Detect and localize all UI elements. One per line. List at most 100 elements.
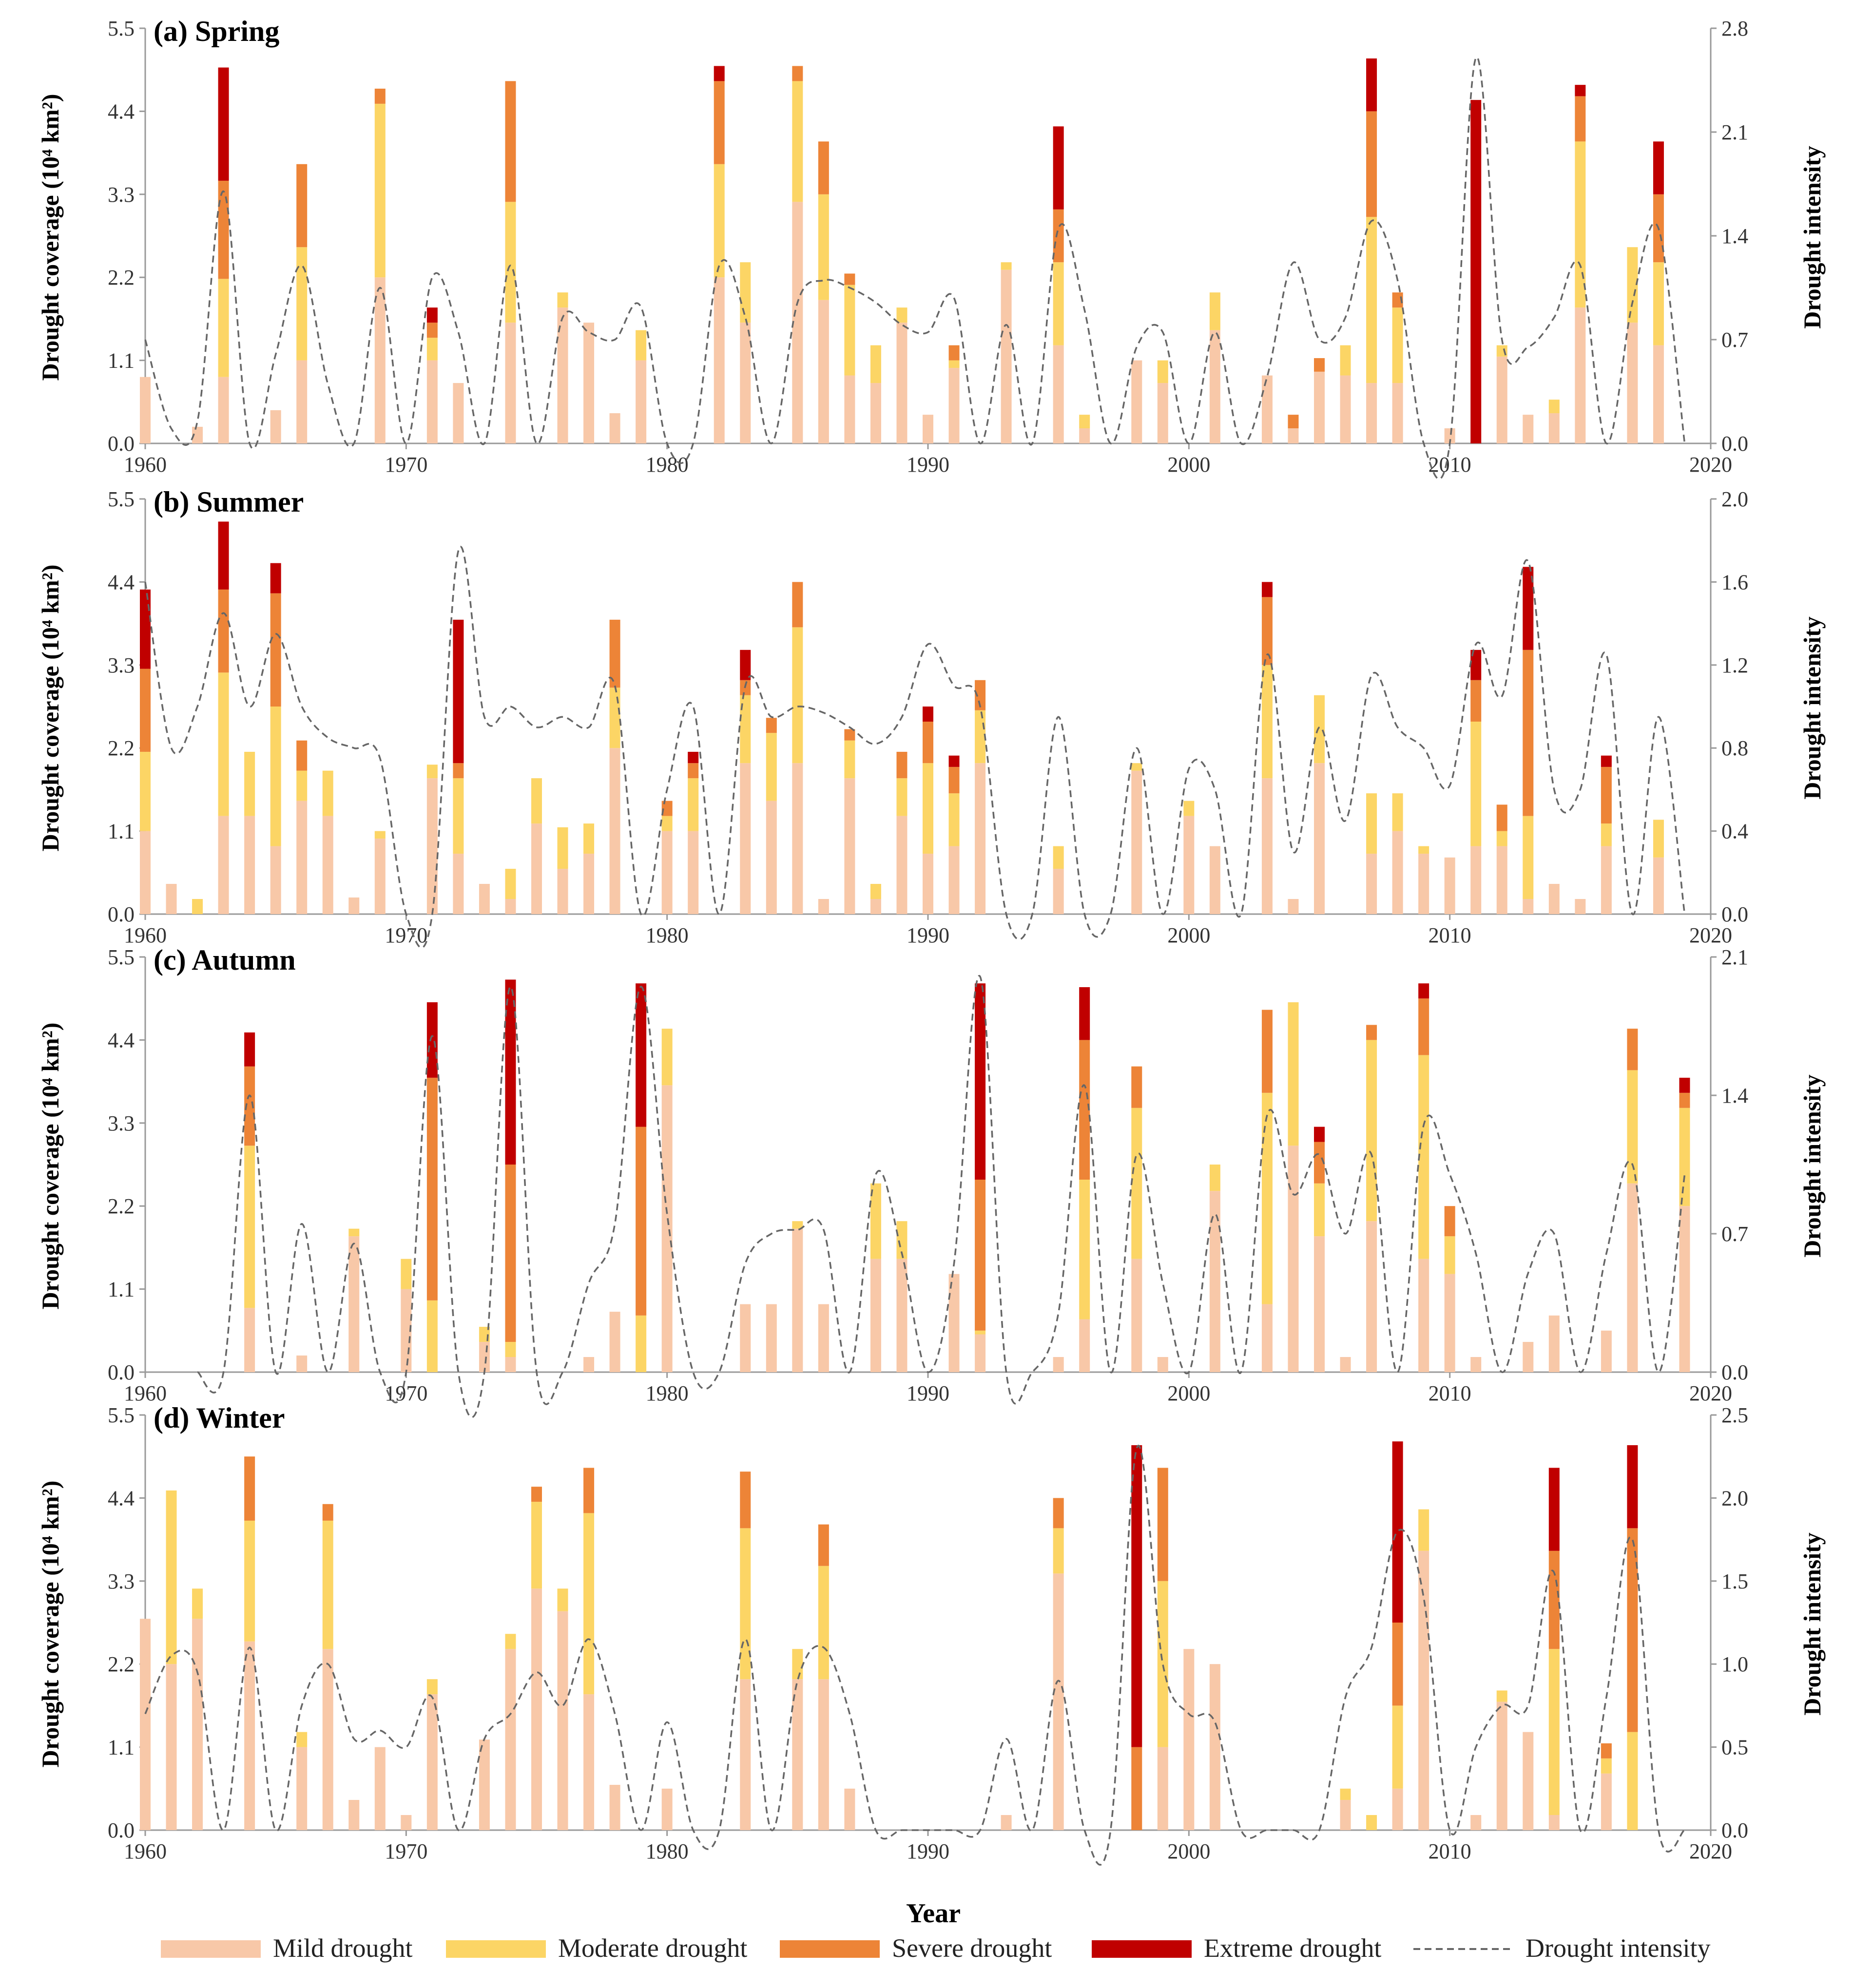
bar-mild-2016 (1601, 1773, 1612, 1830)
bar-severe-1992 (975, 1179, 986, 1331)
bar-severe-1980 (661, 801, 673, 816)
bar-extreme-2017 (1627, 1445, 1638, 1529)
bar-severe-1983 (740, 680, 751, 695)
x-tick-label: 2020 (1689, 453, 1732, 477)
bar-extreme-1979 (636, 983, 647, 1127)
x-tick-label: 1960 (124, 1839, 167, 1863)
bar-mild-1963 (218, 377, 229, 443)
bar-severe-1971 (426, 1077, 438, 1300)
bar-mild-1971 (426, 778, 438, 914)
bar-moderate-1976 (557, 292, 568, 308)
bar-mild-1973 (479, 884, 490, 914)
bar-mild-2009 (1418, 1550, 1429, 1830)
bar-moderate-2007 (1366, 1040, 1377, 1222)
bar-moderate-1964 (244, 1146, 255, 1308)
bar-mild-2014 (1548, 884, 1560, 914)
bar-moderate-1974 (505, 202, 516, 323)
y2-tick-label: 2.1 (1721, 945, 1748, 969)
x-tick-label: 1960 (124, 453, 167, 477)
bar-moderate-1968 (348, 1228, 360, 1237)
panel-spring: (a) Spring Drought coverage (10⁴ km²) Dr… (37, 15, 1826, 480)
bar-moderate-2016 (1601, 1758, 1612, 1774)
x-tick-label: 1970 (385, 1381, 427, 1405)
bar-severe-1960 (140, 669, 151, 752)
bar-mild-2007 (1366, 1221, 1377, 1372)
bar-mild-2005 (1314, 763, 1325, 914)
bar-moderate-2006 (1340, 1788, 1351, 1800)
bar-moderate-2001 (1209, 292, 1220, 330)
bar-moderate-1984 (766, 733, 777, 801)
legend-label-moderate: Moderate drought (558, 1933, 747, 1963)
bar-mild-2016 (1601, 1330, 1612, 1372)
bar-mild-2012 (1496, 1701, 1507, 1830)
bar-moderate-1962 (192, 1588, 203, 1619)
bar-moderate-1986 (818, 1566, 829, 1680)
bar-extreme-1965 (270, 563, 281, 593)
bar-severe-1989 (896, 751, 908, 779)
bar-mild-1966 (296, 801, 308, 914)
bar-extreme-2009 (1418, 983, 1429, 999)
bar-mild-1990 (923, 415, 933, 443)
bar-severe-2007 (1366, 111, 1377, 217)
bar-mild-2013 (1523, 899, 1534, 914)
bar-severe-2019 (1679, 1092, 1690, 1108)
bar-extreme-2013 (1523, 567, 1534, 650)
bar-mild-1996 (1079, 428, 1090, 443)
y2-axis-label: Drought intensity (1798, 1532, 1826, 1716)
bar-mild-1960 (140, 1619, 151, 1830)
bar-moderate-2018 (1653, 820, 1664, 858)
bar-moderate-1983 (740, 695, 751, 764)
bar-severe-2008 (1392, 1623, 1403, 1706)
bar-severe-1974 (505, 81, 516, 202)
y2-tick-label: 1.6 (1721, 570, 1748, 594)
bar-moderate-1998 (1131, 1108, 1142, 1259)
y-tick-label: 3.3 (108, 1111, 135, 1135)
x-tick-label: 1960 (124, 1381, 167, 1405)
bar-extreme-2008 (1392, 1441, 1403, 1623)
x-tick-label: 1980 (646, 453, 689, 477)
bar-severe-1985 (792, 66, 803, 81)
bar-moderate-1972 (453, 778, 464, 854)
bar-mild-2005 (1314, 371, 1325, 443)
bar-mild-2015 (1575, 307, 1586, 443)
bar-mild-1967 (322, 1649, 333, 1830)
bar-moderate-1967 (322, 770, 333, 816)
bar-mild-1964 (244, 816, 255, 914)
bar-extreme-2018 (1653, 141, 1664, 194)
bar-mild-2012 (1496, 356, 1507, 443)
bar-mild-1986 (818, 899, 829, 914)
bar-moderate-1967 (322, 1520, 333, 1649)
bar-mild-1970 (401, 1815, 412, 1830)
bar-mild-2019 (1679, 1206, 1690, 1372)
bar-extreme-2019 (1679, 1077, 1690, 1093)
intensity-line (144, 1445, 1685, 1866)
bar-mild-2000 (1183, 816, 1195, 914)
bar-mild-1987 (844, 1788, 855, 1830)
bar-mild-1990 (923, 854, 933, 914)
bar-mild-1978 (609, 1785, 620, 1830)
bar-moderate-1980 (661, 816, 673, 831)
bar-moderate-1978 (609, 688, 620, 748)
bar-mild-1986 (818, 1679, 829, 1830)
bar-moderate-1969 (374, 831, 386, 839)
bar-mild-1988 (870, 1259, 881, 1372)
bar-moderate-2001 (1209, 1165, 1220, 1191)
bar-mild-1983 (740, 1679, 751, 1830)
bar-mild-1965 (270, 846, 281, 914)
bar-moderate-1995 (1053, 1528, 1064, 1574)
x-tick-label: 1990 (907, 1839, 949, 1863)
bar-moderate-2007 (1366, 217, 1377, 383)
bar-moderate-1966 (296, 1732, 308, 1747)
legend-swatch-extreme (1092, 1940, 1192, 1958)
panel-autumn: (c) Autumn Drought coverage (10⁴ km²) Dr… (37, 944, 1826, 1418)
bar-mild-2017 (1627, 1183, 1638, 1372)
bar-moderate-1961 (166, 1490, 177, 1664)
bar-extreme-2003 (1261, 582, 1273, 597)
bar-moderate-1988 (870, 345, 881, 383)
x-tick-label: 1980 (646, 923, 689, 947)
bar-moderate-2005 (1314, 695, 1325, 764)
bar-mild-1966 (296, 360, 308, 443)
y2-tick-label: 1.2 (1721, 653, 1748, 677)
bar-mild-1974 (505, 1357, 516, 1372)
